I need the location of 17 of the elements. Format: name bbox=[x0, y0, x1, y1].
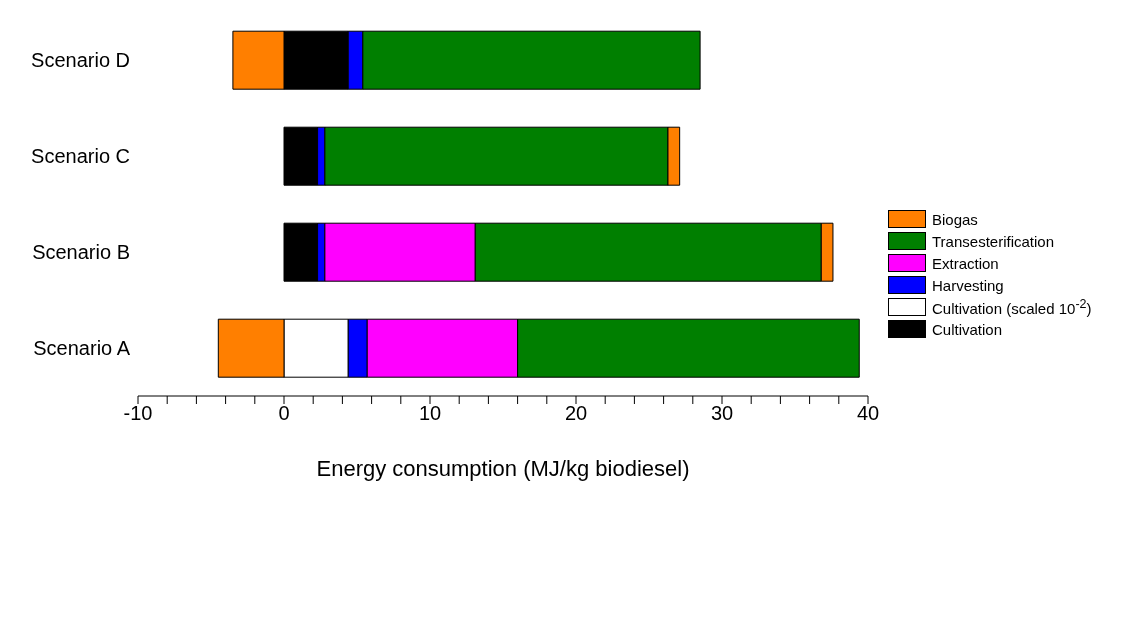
legend-label: Cultivation bbox=[932, 320, 1003, 338]
legend-label: Extraction bbox=[932, 254, 999, 272]
y-tick-label: Scenario D bbox=[31, 49, 130, 72]
y-tick-label: Scenario C bbox=[31, 145, 130, 168]
x-tick-label: 20 bbox=[564, 402, 588, 425]
y-tick-label: Scenario A bbox=[33, 337, 131, 360]
legend-label: Transesterification bbox=[932, 232, 1054, 250]
y-tick-label: Scenario B bbox=[32, 241, 130, 264]
legend-label: Cultivation (scaled 10$^{-2}$) bbox=[932, 297, 1092, 317]
x-axis-title: Energy consumption (MJ/kg biodiesel) bbox=[316, 456, 690, 481]
legend-label: Harvesting bbox=[932, 276, 1004, 294]
x-tick-label: 10 bbox=[418, 402, 442, 425]
x-tick-label: 40 bbox=[856, 402, 880, 425]
x-tick-label: -10 bbox=[123, 402, 153, 425]
legend-label: Biogas bbox=[932, 210, 978, 228]
x-tick-label: 0 bbox=[278, 402, 290, 425]
x-tick-label: 30 bbox=[710, 402, 734, 425]
